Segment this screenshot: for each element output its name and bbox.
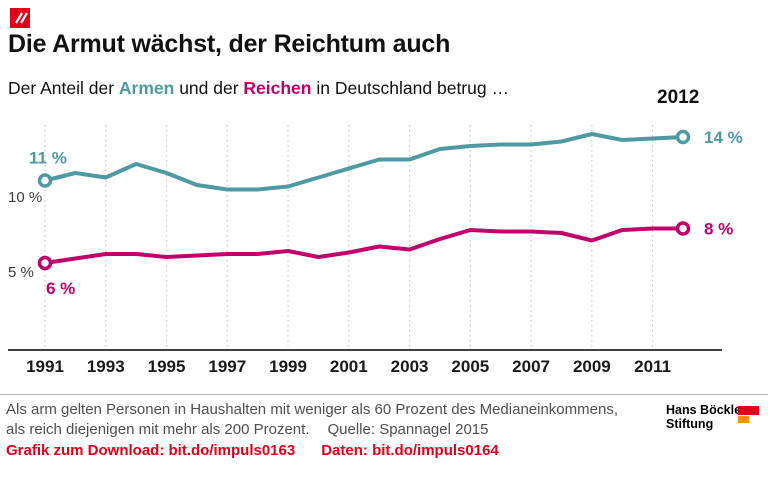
download-link[interactable]: bit.do/impuls0163: [168, 442, 296, 459]
brand-logo: [738, 406, 760, 424]
x-tick-label-1999: 1999: [269, 357, 307, 376]
start-value-label-Reichen: 6 %: [46, 279, 75, 298]
x-tick-label-2005: 2005: [451, 357, 489, 376]
marker-end-Armen: [675, 129, 691, 145]
subtitle-text-mid: und der: [174, 78, 244, 98]
brand-logo-red-bar: [738, 406, 759, 415]
x-tick-label-1993: 1993: [87, 357, 125, 376]
download-links-row: Grafik zum Download: bit.do/impuls0163 Da…: [6, 442, 499, 459]
year-2012-label: 2012: [657, 87, 700, 108]
x-tick-label-1991: 1991: [26, 357, 64, 376]
marker-start-Reichen: [37, 255, 53, 271]
x-tick-label-1995: 1995: [148, 357, 186, 376]
data-link[interactable]: bit.do/impuls0164: [372, 442, 499, 459]
source-text: Quelle: Spannagel 2015: [327, 421, 489, 438]
x-tick-label-2011: 2011: [634, 357, 671, 376]
footer-divider: [0, 394, 768, 395]
x-tick-label-2007: 2007: [512, 357, 550, 376]
end-value-label-Armen: 14 %: [704, 128, 743, 147]
line-Reichen: [43, 226, 685, 265]
x-tick-label-1997: 1997: [208, 357, 246, 376]
footnote-line-2-text: als reich diejenigen mit mehr als 200 Pr…: [6, 421, 310, 438]
brand-name: Hans Böckler Stiftung: [666, 403, 746, 431]
legend-armen: Armen: [118, 78, 175, 98]
impuls-logo-icon: [10, 8, 30, 28]
impuls-logo: [10, 8, 30, 28]
page-title: Die Armut wächst, der Reichtum auch: [8, 30, 451, 58]
end-value-label-Reichen: 8 %: [704, 220, 733, 239]
footnote-line-1: Als arm gelten Personen in Haushalten mi…: [6, 401, 618, 418]
x-tick-label-2009: 2009: [573, 357, 611, 376]
marker-end-Reichen: [675, 221, 691, 236]
footnote-line-2: als reich diejenigen mit mehr als 200 Pr…: [6, 421, 488, 438]
line-Armen: [43, 132, 685, 192]
chart-subtitle: Der Anteil der Armen und der Reichen in …: [8, 78, 509, 99]
download-label: Grafik zum Download:: [6, 442, 165, 459]
x-tick-label-2003: 2003: [391, 357, 429, 376]
x-tick-label-2001: 2001: [330, 357, 368, 376]
marker-start-Armen: [37, 173, 53, 188]
data-label: Daten:: [321, 442, 368, 459]
brand-line-1: Hans Böckler: [666, 403, 746, 417]
legend-reichen: Reichen: [243, 78, 312, 98]
brand-line-2: Stiftung: [666, 416, 714, 431]
y-tick-label-10: 10 %: [8, 189, 42, 206]
brand-logo-orange-bar: [738, 416, 749, 423]
subtitle-text-post: in Deutschland betrug …: [311, 78, 509, 98]
y-tick-label-5: 5 %: [8, 264, 34, 281]
subtitle-text-pre: Der Anteil der: [8, 78, 119, 98]
start-value-label-Armen: 11 %: [29, 149, 67, 168]
